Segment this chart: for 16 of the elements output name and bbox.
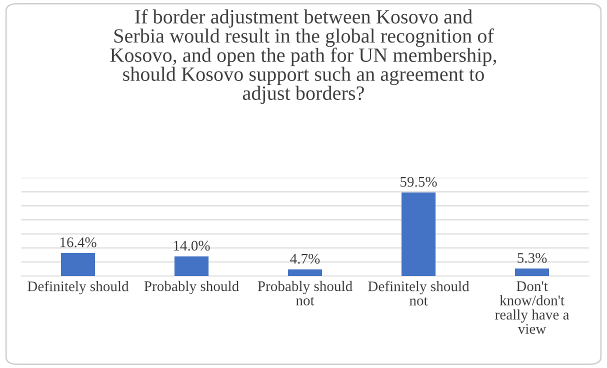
bar xyxy=(174,256,209,276)
bar xyxy=(288,269,322,276)
x-tick-label: Definitely should xyxy=(28,280,129,294)
data-label: 59.5% xyxy=(400,176,437,187)
x-tick-label: Probably should not xyxy=(258,280,352,306)
data-label: 16.4% xyxy=(60,237,96,248)
x-tick-label: Definitely should not xyxy=(368,280,470,306)
chart-title: If border adjustment between Kosovo and Serbia would result in the global recognition of Kosovo, and open the path for UN membership, should Kosovo support such an agreement to adjust borders? xyxy=(110,9,496,104)
bar xyxy=(515,268,550,276)
data-label: 4.7% xyxy=(290,254,320,264)
bar xyxy=(402,192,436,276)
bar xyxy=(60,252,96,276)
data-label: 5.3% xyxy=(518,252,547,263)
x-tick-label: Probably should xyxy=(144,280,239,294)
x-tick-label: Don't know/don't really have a view xyxy=(495,281,570,334)
data-label: 14.0% xyxy=(174,240,210,251)
